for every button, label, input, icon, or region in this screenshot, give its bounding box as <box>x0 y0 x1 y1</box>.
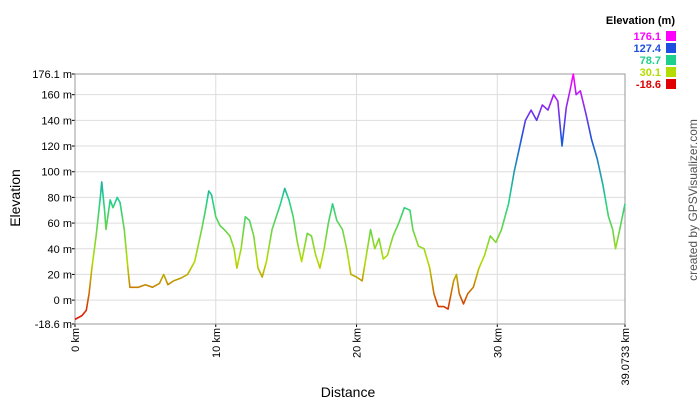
plot-border <box>74 73 626 325</box>
x-tick-label: 30 km <box>492 328 504 358</box>
legend-swatch <box>666 55 676 65</box>
y-tick-label: 100 m <box>41 167 72 179</box>
legend-label: 176.1 <box>633 31 661 43</box>
legend-label: -18.6 <box>636 79 661 91</box>
legend-swatch <box>666 31 676 41</box>
legend-swatch <box>666 79 676 89</box>
y-tick-label: 176.1 m <box>32 69 72 81</box>
legend-label: 127.4 <box>633 43 661 55</box>
x-axis-title: Distance <box>321 384 376 400</box>
legend-title: Elevation (m) <box>606 15 675 27</box>
y-tick-label: 0 m <box>54 295 72 307</box>
x-tick-label: 10 km <box>211 328 223 358</box>
y-tick-label: 40 m <box>48 244 72 256</box>
y-tick-label: -18.6 m <box>35 319 72 331</box>
y-tick-label: 60 m <box>48 218 72 230</box>
legend-swatch <box>666 43 676 53</box>
legend-label: 78.7 <box>640 55 661 67</box>
credit: created by GPSVisualizer.com <box>686 119 700 281</box>
y-tick-label: 120 m <box>41 141 72 153</box>
y-tick-label: 160 m <box>41 90 72 102</box>
elevation-line <box>74 73 626 321</box>
y-tick-label: 140 m <box>41 115 72 127</box>
y-tick-label: 80 m <box>48 192 72 204</box>
legend-label: 30.1 <box>640 67 661 79</box>
x-tick-label: 39.0733 km <box>620 328 632 385</box>
x-tick-label: 20 km <box>352 328 364 358</box>
y-axis-title: Elevation <box>7 169 23 227</box>
x-tick-label: 0 km <box>70 328 82 352</box>
y-tick-label: 20 m <box>48 269 72 281</box>
legend-swatch <box>666 67 676 77</box>
